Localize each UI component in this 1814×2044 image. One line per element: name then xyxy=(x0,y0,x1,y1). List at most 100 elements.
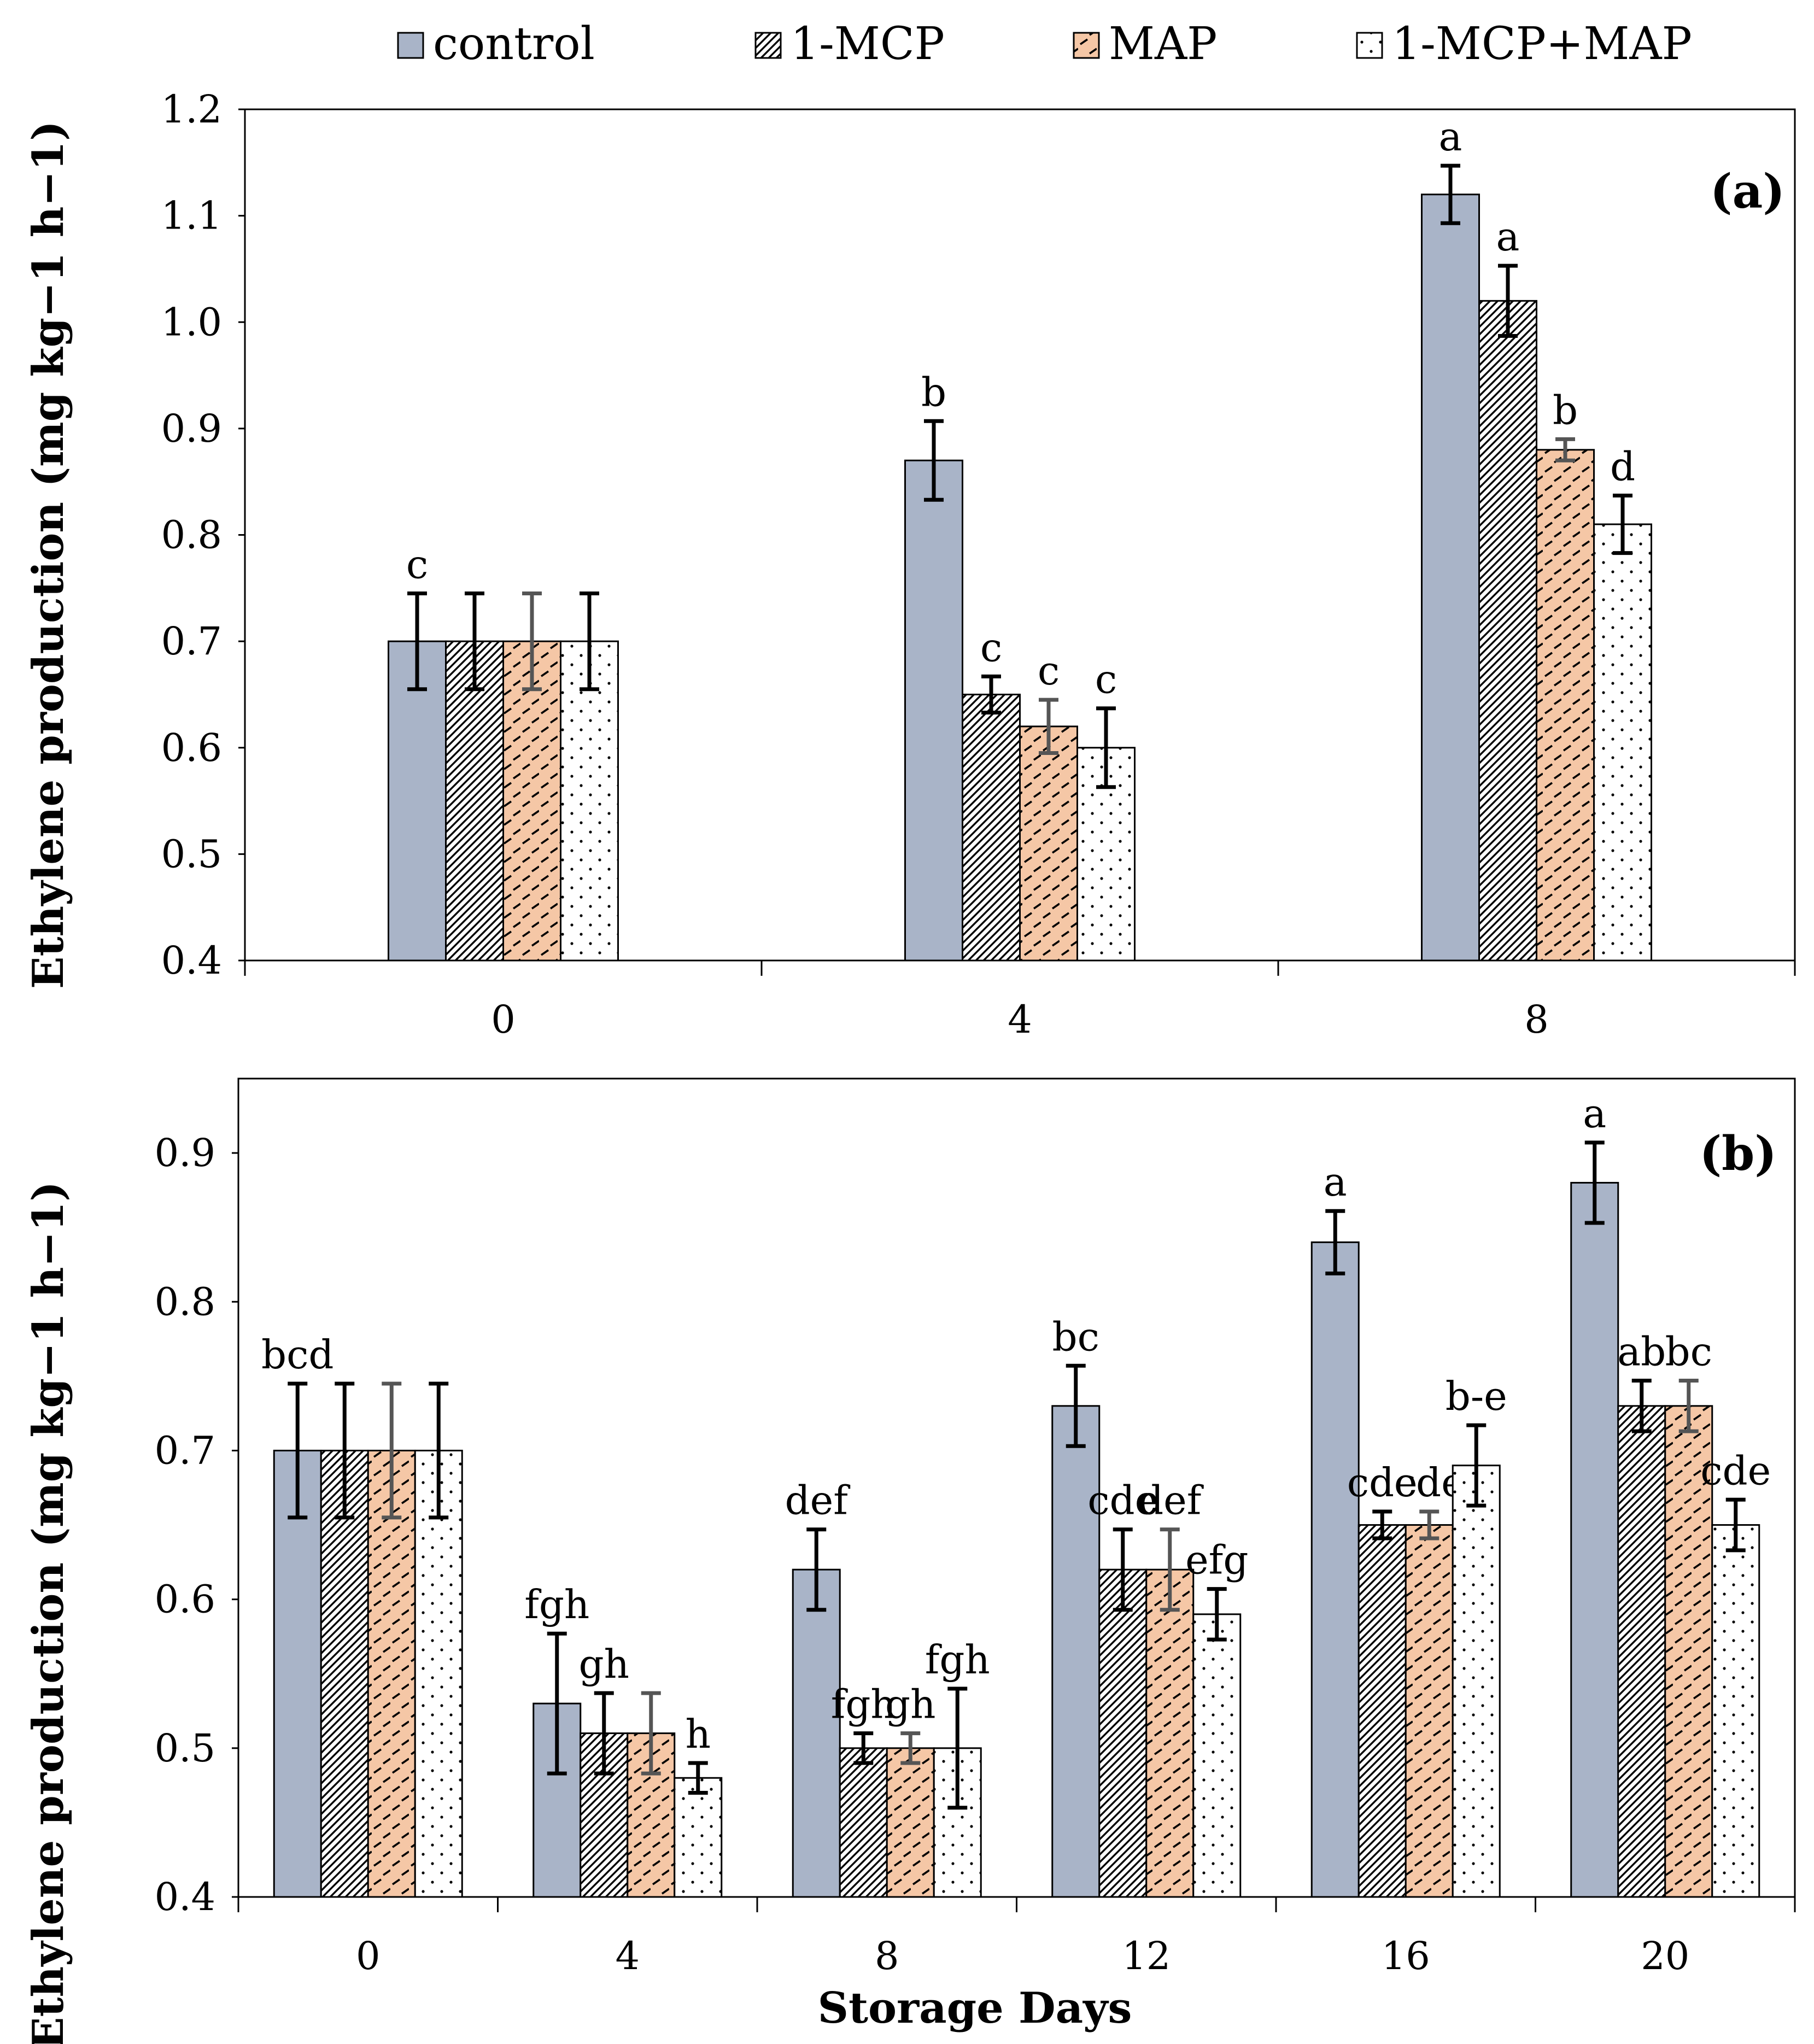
bar-control-8 xyxy=(1421,194,1480,962)
panel-label-a: (a) xyxy=(1710,164,1785,219)
error-bar-map-0 xyxy=(382,1381,402,1520)
significance-letter: b xyxy=(1553,387,1578,433)
error-bar-1-mcp-map-20 xyxy=(1725,1497,1746,1553)
error-bar-1-mcp-0 xyxy=(335,1381,355,1520)
y-tick-label: 0.4 xyxy=(155,1875,215,1919)
bar-1-mcp-8 xyxy=(839,1747,888,1898)
x-tick-label: 16 xyxy=(1382,1934,1430,1978)
y-tick-label: 1.1 xyxy=(161,194,222,238)
significance-letter: bcd xyxy=(261,1332,334,1378)
y-tick-label: 0.6 xyxy=(155,1577,215,1622)
significance-letter: c xyxy=(980,624,1002,670)
bar-control-20 xyxy=(1570,1182,1619,1898)
error-bar-1-mcp-map-8 xyxy=(947,1686,968,1810)
legend-swatch-map xyxy=(1073,32,1100,59)
significance-letter: bc xyxy=(1665,1329,1712,1375)
error-bar-map-4 xyxy=(641,1691,661,1776)
y-tick-label: 0.4 xyxy=(161,938,222,983)
significance-letter: fgh xyxy=(831,1682,896,1727)
bar-1-mcp-map-0 xyxy=(560,640,619,962)
x-tick-label: 8 xyxy=(875,1934,899,1978)
bar-1-mcp-20 xyxy=(1617,1405,1666,1898)
significance-letter: a xyxy=(1496,214,1520,260)
bar-map-4 xyxy=(1019,725,1078,962)
error-bar-map-8 xyxy=(900,1731,921,1765)
error-bar-1-mcp-8 xyxy=(1498,263,1518,338)
bar-1-mcp-map-8 xyxy=(1593,523,1652,962)
error-bar-1-mcp-12 xyxy=(1113,1527,1133,1612)
bar-control-16 xyxy=(1310,1241,1360,1898)
plot-frame-b xyxy=(237,1077,1796,1898)
error-bar-control-20 xyxy=(1584,1140,1605,1225)
bar-1-mcp-8 xyxy=(1478,300,1537,962)
x-tick-label: 0 xyxy=(491,997,516,1042)
significance-letter: fgh xyxy=(524,1582,589,1627)
legend-item-control: control xyxy=(397,18,595,70)
y-tick-label: 1.0 xyxy=(161,300,222,344)
significance-letter: c xyxy=(1038,648,1060,694)
significance-letter: ab xyxy=(1617,1329,1666,1375)
error-bar-control-0 xyxy=(407,591,427,692)
bar-control-8 xyxy=(792,1568,841,1898)
error-bar-control-0 xyxy=(288,1381,308,1520)
error-bar-1-mcp-16 xyxy=(1372,1509,1392,1541)
error-bar-map-8 xyxy=(1555,437,1575,462)
y-tick-label: 0.5 xyxy=(161,831,222,876)
y-tick-label: 1.2 xyxy=(161,87,222,132)
bar-1-mcp-map-20 xyxy=(1711,1524,1760,1898)
chart-panel-a: Ethylene production (mg kg−1 h−1) (a) 0.… xyxy=(24,87,1796,1042)
bar-1-mcp-12 xyxy=(1098,1568,1148,1898)
x-tick-label: 12 xyxy=(1122,1934,1171,1978)
error-bar-1-mcp-map-0 xyxy=(429,1381,449,1520)
significance-letter: gh xyxy=(579,1641,629,1687)
error-bar-1-mcp-map-4 xyxy=(688,1761,708,1795)
significance-letter: b xyxy=(921,369,946,415)
significance-letter: bc xyxy=(1052,1314,1099,1360)
bar-control-12 xyxy=(1051,1405,1101,1898)
y-axis-title-a: Ethylene production (mg kg−1 h−1) xyxy=(24,121,73,989)
x-tick-label: 20 xyxy=(1641,1934,1689,1978)
error-bar-1-mcp-8 xyxy=(853,1731,874,1765)
legend-item-map: MAP xyxy=(1073,18,1217,70)
significance-letter: cde xyxy=(1087,1478,1158,1524)
significance-letter: a xyxy=(1439,114,1462,160)
error-bar-control-16 xyxy=(1325,1209,1345,1276)
error-bar-control-4 xyxy=(547,1631,567,1776)
bar-map-16 xyxy=(1405,1524,1454,1898)
significance-letter: def xyxy=(1138,1478,1204,1524)
y-tick-label: 0.8 xyxy=(161,513,222,558)
legend-label-control: control xyxy=(433,18,595,70)
error-bar-map-12 xyxy=(1160,1527,1180,1612)
error-bar-map-4 xyxy=(1039,698,1058,755)
y-tick-label: 0.7 xyxy=(161,619,222,664)
bar-1-mcp-0 xyxy=(445,640,504,962)
error-bar-1-mcp-map-12 xyxy=(1207,1587,1227,1642)
significance-letter: cde xyxy=(1347,1460,1418,1506)
error-bar-map-20 xyxy=(1678,1379,1699,1433)
bar-control-4 xyxy=(904,459,963,962)
error-bar-control-8 xyxy=(1441,163,1460,225)
error-bar-1-mcp-map-16 xyxy=(1466,1423,1487,1508)
x-axis-title: Storage Days xyxy=(818,1983,1132,2033)
error-bar-1-mcp-4 xyxy=(981,674,1001,715)
significance-letter: a xyxy=(1583,1091,1606,1137)
bar-1-mcp-4 xyxy=(962,693,1021,962)
significance-letter: efg xyxy=(1185,1537,1248,1583)
significance-letter: c xyxy=(406,542,428,588)
significance-letter: fgh xyxy=(925,1637,990,1683)
significance-letter: def xyxy=(785,1478,851,1524)
legend-label-map: MAP xyxy=(1109,18,1217,70)
legend-label-1-mcp: 1-MCP xyxy=(791,18,945,70)
y-tick-label: 0.7 xyxy=(155,1428,215,1473)
y-tick-label: 0.5 xyxy=(155,1726,215,1771)
y-axis-title-b: Ethylene production (mg kg−1 h−1) xyxy=(24,1181,73,2044)
y-tick-label: 0.6 xyxy=(161,725,222,770)
significance-letter: h xyxy=(686,1711,711,1757)
x-tick-label: 4 xyxy=(615,1934,640,1978)
error-bar-1-mcp-map-4 xyxy=(1096,706,1116,789)
error-bar-map-0 xyxy=(522,591,542,692)
error-bar-1-mcp-4 xyxy=(594,1691,614,1776)
bar-1-mcp-16 xyxy=(1357,1524,1407,1898)
significance-letter: d xyxy=(1610,443,1635,489)
